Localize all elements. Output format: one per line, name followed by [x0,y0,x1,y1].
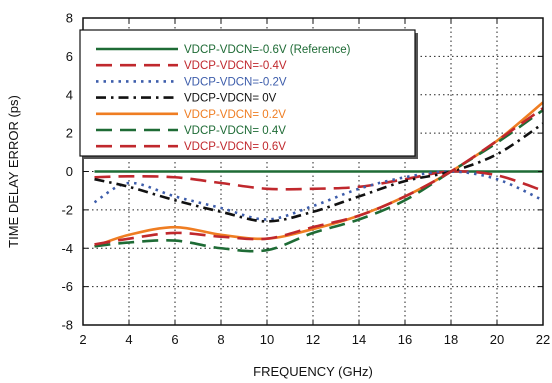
y-tick-label: -6 [61,279,73,294]
series-line-6 [94,107,544,246]
y-tick-label: 8 [66,11,73,26]
x-tick-label: 14 [352,332,366,347]
y-axis-title: TIME DELAY ERROR (ps) [6,95,21,248]
legend-label-3: VDCP-VDCN= 0V [184,93,277,105]
x-tick-label: 6 [171,332,178,347]
series-line-3 [94,122,544,223]
x-tick-label: 16 [398,332,412,347]
x-tick-label: 18 [444,332,458,347]
y-tick-label: 2 [66,126,73,141]
y-tick-label: 6 [66,49,73,64]
legend: VDCP-VDCN=-0.6V (Reference) VDCP-VDCN=-0.… [79,29,418,159]
legend-label-6: VDCP-VDCN= 0.6V [184,141,286,153]
series-line-1 [94,170,544,192]
y-tick-label: -8 [61,318,73,333]
x-tick-label: 4 [125,332,132,347]
legend-label-2: VDCP-VDCN=-0.2V [184,76,287,88]
series-lines [93,101,544,253]
y-tick-label: -4 [61,241,73,256]
x-tick-label: 2 [79,332,86,347]
x-tick-label: 22 [536,332,550,347]
legend-label-0: VDCP-VDCN=-0.6V (Reference) [184,44,351,56]
x-tick-label: 8 [217,332,224,347]
legend-label-5: VDCP-VDCN= 0.4V [184,125,286,137]
x-tick-label: 20 [490,332,504,347]
x-axis-title: FREQUENCY (GHz) [253,364,373,379]
legend-label-4: VDCP-VDCN= 0.2V [184,109,286,121]
y-tick-label: -2 [61,202,73,217]
y-tick-label: 0 [66,164,73,179]
y-tick-label: 4 [66,87,73,102]
x-tick-label: 12 [306,332,320,347]
legend-label-1: VDCP-VDCN=-0.4V [184,60,287,72]
x-tick-label: 10 [260,332,274,347]
legend-box [79,29,416,157]
